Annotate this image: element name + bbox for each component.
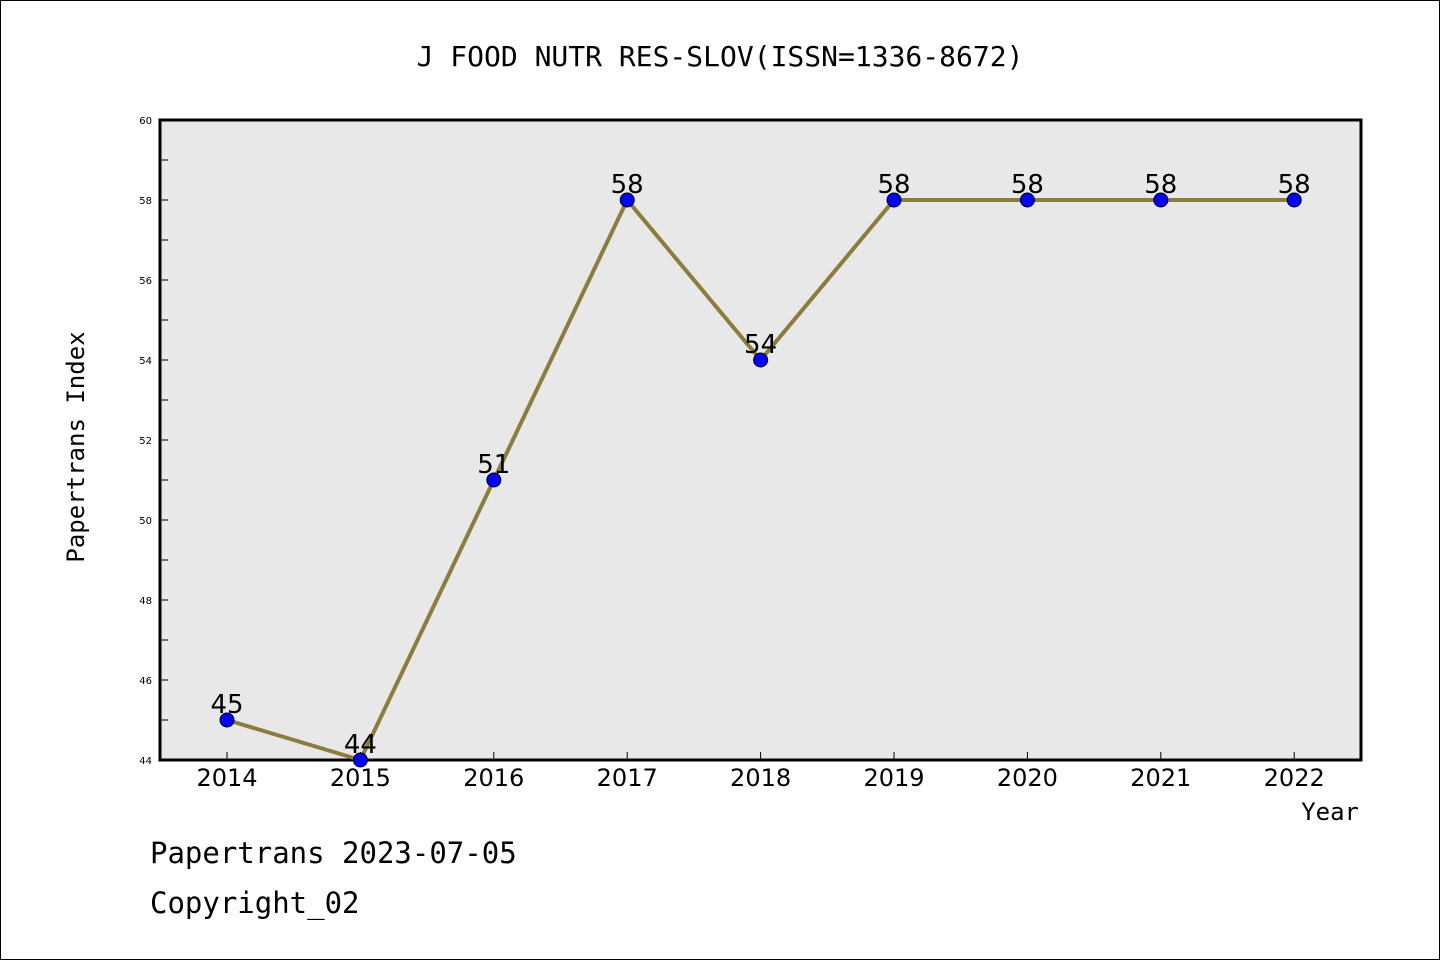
x-tick-label: 2021 bbox=[1130, 764, 1191, 792]
y-axis-title: Papertrans Index bbox=[62, 331, 90, 562]
y-tick-label: 52 bbox=[139, 436, 152, 447]
y-tick-label: 50 bbox=[139, 516, 152, 527]
data-label: 44 bbox=[344, 730, 377, 760]
y-tick-label: 46 bbox=[139, 676, 152, 687]
data-label: 58 bbox=[1278, 170, 1311, 200]
y-tick-label: 58 bbox=[139, 196, 152, 207]
data-point bbox=[753, 352, 769, 368]
plot-area bbox=[158, 118, 1363, 762]
x-tick-label: 2020 bbox=[997, 764, 1058, 792]
data-point bbox=[352, 752, 368, 768]
x-axis-title: Year bbox=[1301, 798, 1359, 826]
data-point bbox=[1286, 192, 1302, 208]
y-tick-label: 54 bbox=[139, 356, 152, 367]
x-tick-label: 2018 bbox=[730, 764, 791, 792]
data-label: 45 bbox=[210, 690, 243, 720]
x-axis: 2014 2015 2016 2017 2018 2019 2020 2021 2022 bbox=[196, 752, 1325, 792]
y-tick-label: 60 bbox=[139, 116, 152, 127]
data-label-group: 45 44 51 58 54 58 58 58 58 bbox=[210, 170, 1310, 760]
data-point bbox=[619, 192, 635, 208]
x-tick-label: 2022 bbox=[1264, 764, 1325, 792]
y-tick-label: 44 bbox=[139, 756, 152, 767]
data-label: 54 bbox=[744, 330, 777, 360]
data-label: 58 bbox=[1011, 170, 1044, 200]
x-tick-label: 2017 bbox=[597, 764, 658, 792]
data-point bbox=[219, 712, 235, 728]
data-label: 58 bbox=[611, 170, 644, 200]
data-label: 58 bbox=[1144, 170, 1177, 200]
x-tick-label: 2016 bbox=[463, 764, 524, 792]
data-label: 51 bbox=[477, 450, 510, 480]
data-point bbox=[1019, 192, 1035, 208]
data-point bbox=[486, 472, 502, 488]
data-point bbox=[1153, 192, 1169, 208]
marker-group bbox=[219, 192, 1302, 768]
data-label: 58 bbox=[877, 170, 910, 200]
x-tick-label: 2015 bbox=[330, 764, 391, 792]
footer-copyright: Copyright_02 bbox=[150, 886, 360, 920]
y-tick-label: 48 bbox=[139, 596, 152, 607]
x-tick-label: 2014 bbox=[196, 764, 257, 792]
y-tick-label: 56 bbox=[139, 276, 152, 287]
footer-date-line: Papertrans 2023-07-05 bbox=[150, 836, 517, 870]
chart-title: J FOOD NUTR RES-SLOV(ISSN=1336-8672) bbox=[417, 40, 1024, 73]
data-point bbox=[886, 192, 902, 208]
y-axis: 44 46 48 50 52 54 56 58 60 bbox=[139, 116, 168, 767]
x-tick-label: 2019 bbox=[863, 764, 924, 792]
